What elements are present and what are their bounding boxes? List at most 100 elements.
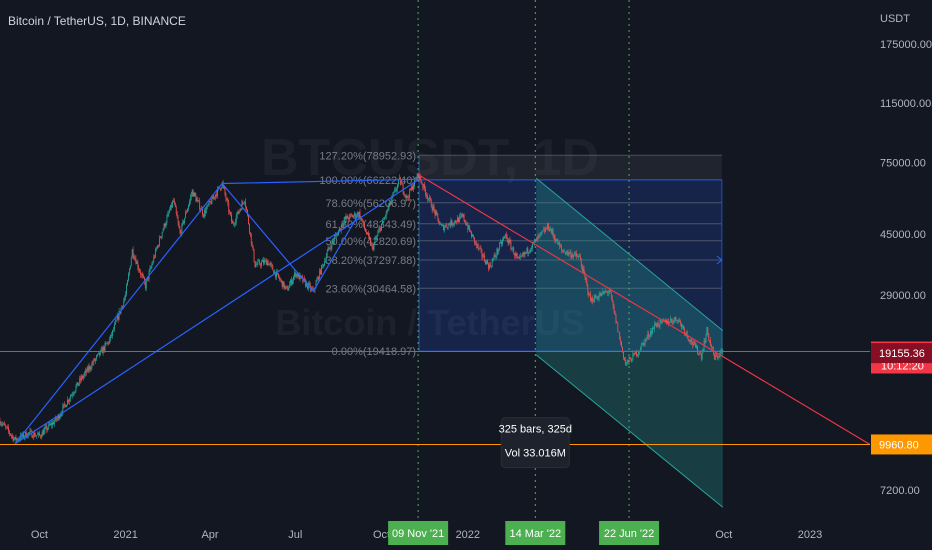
- candle-body: [687, 335, 689, 340]
- candle-body: [350, 214, 352, 216]
- candle-body: [464, 220, 466, 223]
- candle-body: [531, 247, 532, 250]
- candle-body: [538, 235, 540, 237]
- candle-body: [253, 249, 255, 262]
- candle-body: [264, 259, 266, 261]
- candle-body: [293, 272, 295, 277]
- candle-body: [323, 264, 324, 266]
- fib-level-label: 61.80%(48343.49): [326, 219, 417, 231]
- candle-body: [70, 395, 72, 397]
- candle-body: [669, 319, 671, 323]
- candle-body: [650, 331, 652, 336]
- date-marker-tag: [388, 521, 449, 545]
- candle-body: [19, 439, 21, 440]
- candle-body: [2, 424, 4, 425]
- candle-body: [569, 252, 571, 253]
- candle-body: [204, 210, 206, 214]
- candle-body: [344, 216, 346, 221]
- candle-body: [246, 206, 247, 211]
- candle-body: [391, 196, 393, 202]
- candle-body: [371, 244, 373, 247]
- candle-body: [240, 209, 242, 211]
- candle-body: [188, 205, 189, 209]
- candle-body: [642, 342, 644, 344]
- candle-body: [717, 356, 719, 358]
- candle-body: [473, 234, 474, 238]
- candle-body: [500, 241, 502, 244]
- candle-body: [26, 437, 28, 438]
- candle-body: [177, 218, 179, 223]
- candle-body: [548, 229, 550, 231]
- candle-body: [86, 367, 88, 373]
- candle-body: [601, 292, 603, 296]
- candle-body: [142, 274, 143, 277]
- candle-body: [355, 216, 357, 218]
- candle-body: [233, 224, 235, 225]
- candle-body: [337, 234, 338, 236]
- candle-body: [68, 399, 69, 402]
- candle-body: [128, 274, 129, 281]
- candle-body: [316, 279, 318, 283]
- candle-body: [232, 221, 233, 224]
- candle-body: [512, 247, 514, 249]
- candle-body: [518, 256, 520, 259]
- candle-body: [678, 320, 680, 323]
- candle-body: [214, 196, 216, 198]
- candle-body: [586, 280, 588, 285]
- candle-body: [105, 343, 107, 345]
- candle-body: [667, 320, 668, 324]
- candle-body: [686, 331, 688, 336]
- candle-body: [285, 286, 287, 288]
- candle-body: [186, 212, 187, 213]
- candle-body: [139, 269, 141, 272]
- candle-body: [7, 426, 8, 428]
- candle-body: [671, 320, 673, 323]
- candle-body: [509, 239, 511, 243]
- candle-body: [630, 358, 632, 362]
- candle-body: [614, 310, 616, 315]
- trendline: [14, 178, 420, 445]
- candle-body: [35, 435, 37, 437]
- candle-body: [128, 269, 130, 275]
- candle-body: [474, 241, 476, 243]
- candle-body: [546, 228, 547, 230]
- candle-body: [213, 196, 215, 199]
- candle-body: [489, 264, 491, 267]
- candle-body: [440, 224, 442, 225]
- candle-body: [281, 280, 283, 287]
- candle-body: [514, 254, 516, 256]
- candle-body: [50, 423, 52, 425]
- candle-body: [463, 214, 465, 221]
- candle-body: [419, 174, 421, 180]
- candle-body: [114, 321, 116, 325]
- candle-body: [237, 211, 239, 214]
- candle-body: [413, 186, 414, 190]
- candle-body: [392, 194, 394, 197]
- candle-body: [505, 234, 507, 237]
- candle-body: [356, 213, 358, 217]
- candle-body: [136, 261, 138, 264]
- candle-body: [696, 345, 697, 348]
- candle-body: [288, 288, 290, 291]
- candle-body: [691, 339, 693, 344]
- candle-body: [431, 207, 433, 211]
- candle-body: [596, 297, 598, 299]
- candle-body: [23, 433, 24, 438]
- candle-body: [714, 354, 716, 360]
- candle-body: [137, 261, 139, 268]
- candle-body: [668, 320, 669, 324]
- candle-body: [510, 242, 512, 250]
- candle-body: [212, 196, 214, 199]
- candle-body: [143, 276, 144, 278]
- candle-body: [173, 200, 175, 204]
- candle-body: [284, 286, 286, 289]
- candle-body: [206, 204, 208, 209]
- candle-body: [400, 183, 402, 185]
- candle-body: [593, 295, 595, 303]
- candle-body: [617, 322, 619, 332]
- candle-body: [593, 301, 594, 303]
- candle-body: [190, 194, 192, 198]
- candle-body: [150, 267, 152, 269]
